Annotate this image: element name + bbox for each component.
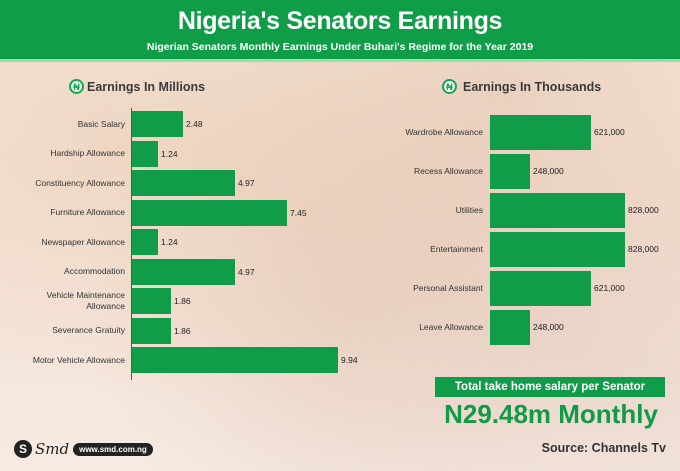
bar: [132, 288, 171, 314]
bar: [132, 140, 158, 167]
bar-label: Entertainment: [430, 243, 483, 254]
bar: [132, 199, 287, 226]
bar-label: Basic Salary: [77, 118, 125, 129]
bar: [490, 153, 530, 189]
bar-label: Motor Vehicle Allowance: [32, 354, 125, 365]
bar-value: 1.24: [161, 237, 178, 247]
bar: [490, 231, 625, 267]
bar-label: Hardship Allowance: [50, 148, 125, 158]
page-subtitle: Nigerian Senators Monthly Earnings Under…: [146, 41, 534, 53]
bar-value: 4.97: [238, 266, 255, 277]
bar: [132, 170, 235, 196]
bar-value: 248,000: [533, 322, 564, 332]
bar-label: Vehicle Maintenance Allowance: [46, 290, 125, 311]
bar: [132, 317, 171, 344]
bar-value: 1.86: [174, 325, 191, 336]
bar-value: 1.24: [161, 148, 178, 159]
page-title: Nigeria's Senators Earnings: [177, 7, 503, 35]
smd-logo-icon: S: [14, 440, 32, 458]
naira-icon: ₦: [442, 79, 457, 94]
bar-value: 2.48: [186, 119, 203, 129]
bar-value: 4.97: [238, 178, 255, 188]
bar: [490, 114, 591, 150]
bar-label: Furniture Allowance: [50, 207, 125, 217]
bar-value: 9.94: [341, 355, 358, 365]
total-salary-amount: N29.48m Monthly: [444, 399, 658, 429]
bar-value: 828,000: [628, 244, 659, 254]
right-chart-title: ₦ Earnings In Thousands: [442, 79, 601, 94]
bar: [132, 229, 158, 255]
header-banner: Nigeria's Senators Earnings Nigerian Sen…: [0, 0, 680, 62]
source-credit: Source: Channels Tv: [541, 441, 666, 455]
bar: [490, 309, 530, 345]
bar-label: Wardrobe Allowance: [405, 126, 483, 137]
bar-value: 621,000: [594, 283, 625, 293]
bar-value: 248,000: [533, 166, 564, 176]
left-chart-axis: [131, 108, 132, 380]
bar-label: Recess Allowance: [414, 165, 483, 176]
bar-label: Leave Allowance: [419, 321, 483, 332]
bar-value: 1.86: [174, 296, 191, 306]
bar-label: Utilities: [455, 204, 483, 215]
bar: [490, 192, 625, 228]
naira-icon: ₦: [69, 79, 84, 94]
bar-value: 7.45: [290, 207, 307, 218]
bar-label: Personal Assistant: [413, 282, 483, 293]
brand-url: www.smd.com.ng: [73, 442, 153, 456]
bar: [132, 258, 235, 285]
left-chart-title: ₦ Earnings In Millions: [69, 79, 205, 94]
bar-label: Accommodation: [64, 266, 125, 276]
bar: [132, 347, 338, 373]
bar: [490, 270, 591, 306]
brand-name: Smd: [35, 440, 70, 458]
left-chart-title-text: Earnings In Millions: [87, 79, 206, 94]
brand-logo: S Smd www.smd.com.ng: [14, 440, 153, 458]
bar-label: Severance Gratuity: [52, 325, 125, 335]
bar: [132, 111, 183, 137]
bar-label: Constituency Allowance: [35, 177, 125, 188]
total-salary-banner: Total take home salary per Senator: [435, 377, 665, 397]
right-chart-title-text: Earnings In Thousands: [463, 79, 602, 94]
bar-value: 828,000: [628, 205, 659, 215]
bar-label: Newspaper Allowance: [41, 236, 125, 247]
bar-value: 621,000: [594, 127, 625, 137]
